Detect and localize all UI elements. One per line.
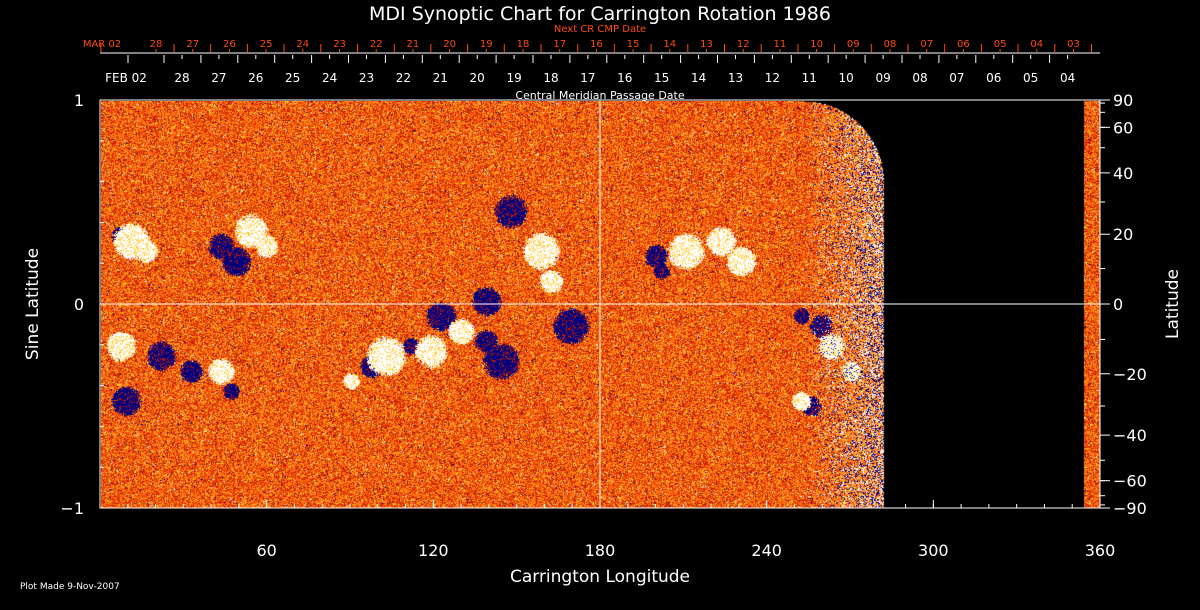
cmp-date-label: 16 <box>617 71 632 85</box>
next-cr-date-label: 03 <box>1067 39 1080 50</box>
lat-tick-label: 90 <box>1113 91 1133 110</box>
next-cr-start-label: MAR 02 <box>83 39 121 50</box>
lat-tick-label: −40 <box>1113 426 1147 445</box>
cmp-date-label: 23 <box>359 71 374 85</box>
cmp-date-label: 22 <box>396 71 411 85</box>
y-tick-label: 0 <box>74 295 84 314</box>
cmp-date-label: 04 <box>1060 71 1075 85</box>
next-cr-date-label: 28 <box>150 39 163 50</box>
next-cr-date-label: 07 <box>920 39 933 50</box>
next-cr-date-label: 22 <box>370 39 383 50</box>
next-cr-date-label: 27 <box>186 39 199 50</box>
x-axis-label: Carrington Longitude <box>510 567 690 587</box>
cmp-date-label: 12 <box>765 71 780 85</box>
cmp-date-label: 17 <box>580 71 595 85</box>
x-tick-label: 120 <box>418 541 449 560</box>
next-cr-date-label: 10 <box>810 39 823 50</box>
y-tick-label: −1 <box>60 499 84 518</box>
x-tick-label: 180 <box>585 541 616 560</box>
next-cr-date-label: 15 <box>627 39 640 50</box>
cmp-date-label: 27 <box>211 71 226 85</box>
cmp-date-label: 10 <box>839 71 854 85</box>
plot-made-text: Plot Made 9-Nov-2007 <box>20 582 120 592</box>
lat-tick-label: −60 <box>1113 472 1147 491</box>
cmp-date-label: 21 <box>433 71 448 85</box>
cmp-date-label: 24 <box>322 71 337 85</box>
next-cr-date-label: 05 <box>994 39 1007 50</box>
next-cr-date-label: 12 <box>737 39 750 50</box>
chart-title: MDI Synoptic Chart for Carrington Rotati… <box>369 3 831 25</box>
next-cr-axis-label: Next CR CMP Date <box>554 24 646 35</box>
next-cr-date-label: 19 <box>480 39 493 50</box>
next-cr-date-label: 09 <box>847 39 860 50</box>
cmp-date-label: 14 <box>691 71 706 85</box>
cmp-date-label: 09 <box>875 71 890 85</box>
y-tick-label: 1 <box>74 91 84 110</box>
next-cr-date-label: 08 <box>884 39 897 50</box>
lat-tick-label: 20 <box>1113 225 1133 244</box>
cmp-date-label: 11 <box>802 71 817 85</box>
x-tick-label: 360 <box>1085 541 1116 560</box>
cmp-date-label: 28 <box>174 71 189 85</box>
next-cr-date-label: 26 <box>223 39 236 50</box>
x-tick-label: 60 <box>256 541 276 560</box>
cmp-date-label: 20 <box>470 71 485 85</box>
next-cr-date-label: 11 <box>774 39 787 50</box>
cmp-start-label: FEB 02 <box>105 71 147 85</box>
next-cr-date-label: 14 <box>663 39 676 50</box>
next-cr-date-label: 20 <box>443 39 456 50</box>
cmp-date-label: 08 <box>912 71 927 85</box>
cmp-date-label: 05 <box>1023 71 1038 85</box>
x-tick-label: 240 <box>751 541 782 560</box>
next-cr-date-label: 17 <box>553 39 566 50</box>
next-cr-date-label: 06 <box>957 39 970 50</box>
lat-tick-label: −90 <box>1113 499 1147 518</box>
lat-tick-label: −20 <box>1113 365 1147 384</box>
next-cr-date-label: 25 <box>260 39 273 50</box>
cmp-date-label: 19 <box>506 71 521 85</box>
y-axis-right-label: Latitude <box>1163 269 1183 339</box>
x-tick-label: 300 <box>918 541 949 560</box>
next-cr-date-label: 13 <box>700 39 713 50</box>
cmp-date-label: 06 <box>986 71 1001 85</box>
next-cr-date-label: 24 <box>296 39 309 50</box>
lat-tick-label: 40 <box>1113 164 1133 183</box>
y-axis-label: Sine Latitude <box>23 248 43 360</box>
cmp-date-label: 26 <box>248 71 263 85</box>
lat-tick-label: 0 <box>1113 295 1123 314</box>
lat-tick-label: 60 <box>1113 118 1133 137</box>
next-cr-date-label: 23 <box>333 39 346 50</box>
next-cr-date-label: 16 <box>590 39 603 50</box>
next-cr-date-label: 04 <box>1030 39 1043 50</box>
cmp-date-label: 07 <box>949 71 964 85</box>
cmp-date-label: 15 <box>654 71 669 85</box>
cmp-date-label: 25 <box>285 71 300 85</box>
next-cr-date-label: 21 <box>407 39 420 50</box>
cmp-date-label: 18 <box>543 71 558 85</box>
next-cr-date-label: 18 <box>517 39 530 50</box>
cmp-axis-label: Central Meridian Passage Date <box>515 89 684 102</box>
cmp-date-label: 13 <box>728 71 743 85</box>
